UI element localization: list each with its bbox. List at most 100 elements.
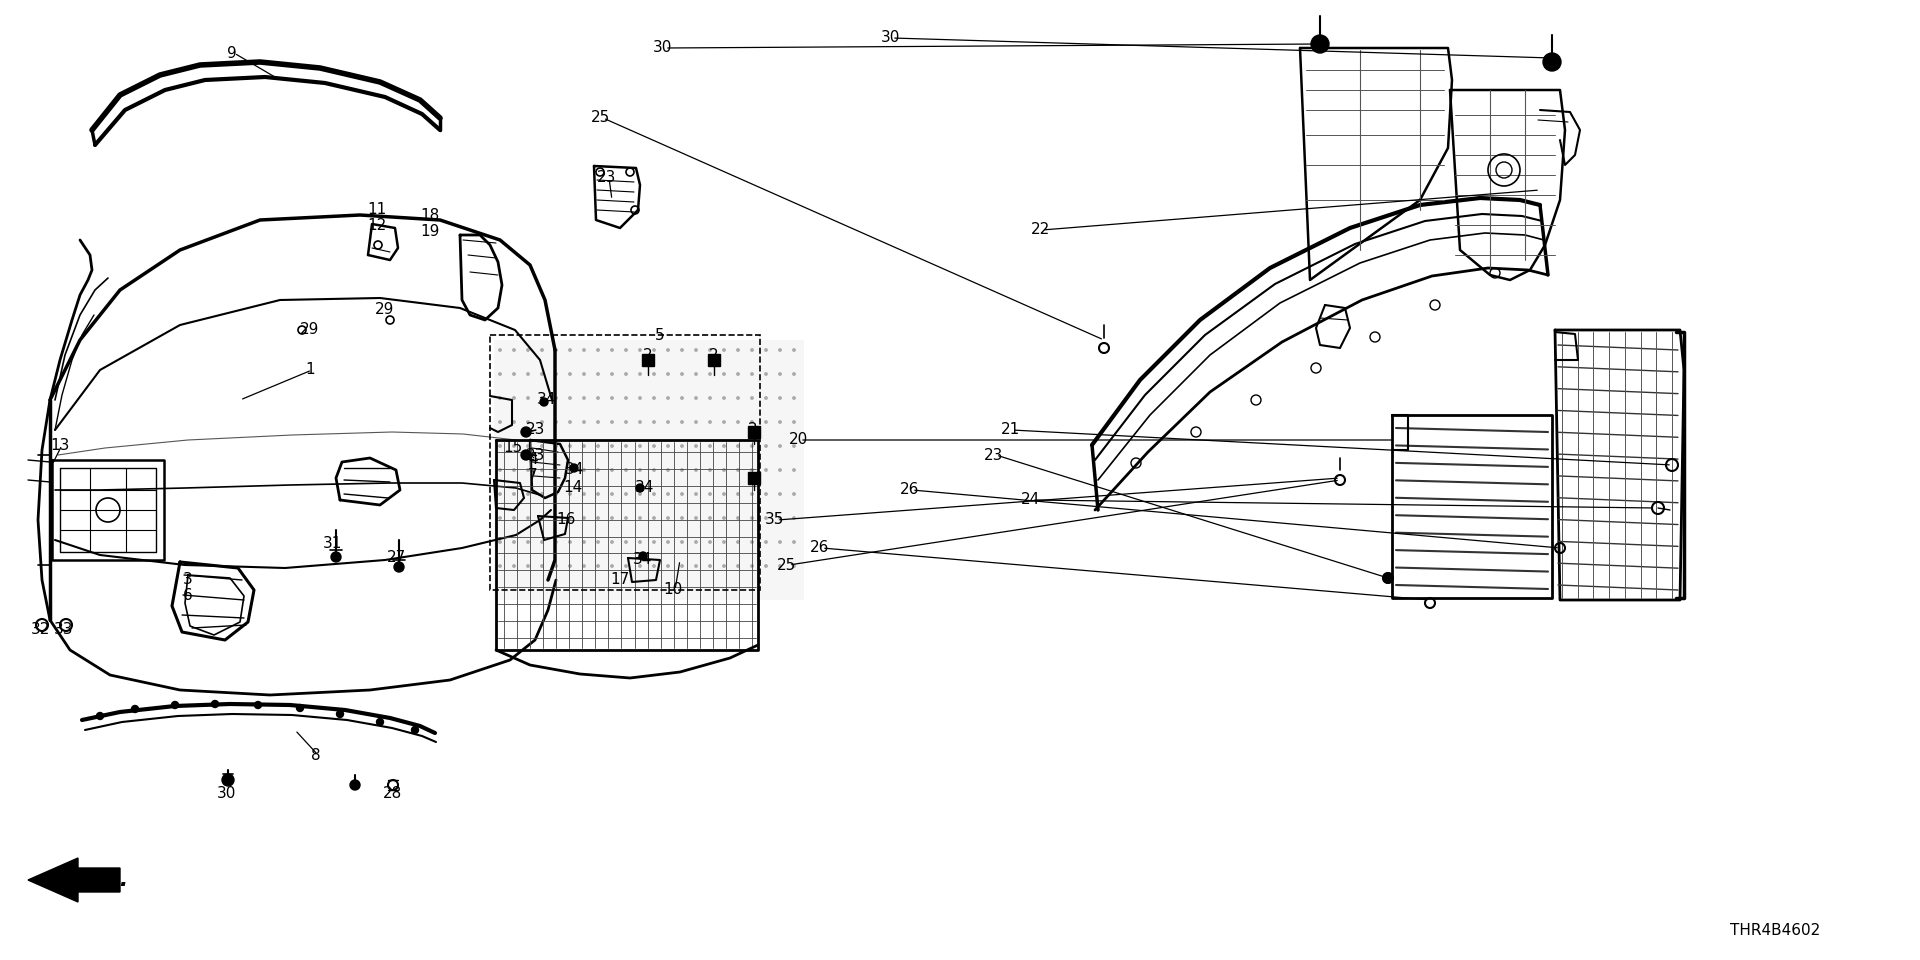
Circle shape xyxy=(394,562,403,572)
Circle shape xyxy=(513,372,515,375)
Circle shape xyxy=(737,564,739,567)
Circle shape xyxy=(611,468,612,471)
Circle shape xyxy=(568,564,572,567)
Circle shape xyxy=(541,372,543,375)
Circle shape xyxy=(376,718,384,726)
Circle shape xyxy=(737,372,739,375)
Text: 34: 34 xyxy=(634,481,653,495)
Circle shape xyxy=(764,348,768,351)
Circle shape xyxy=(499,492,501,495)
Circle shape xyxy=(584,492,586,495)
Text: 23: 23 xyxy=(526,422,545,438)
Text: 2: 2 xyxy=(749,422,758,438)
Circle shape xyxy=(624,444,628,447)
Circle shape xyxy=(793,564,795,567)
Circle shape xyxy=(131,706,138,712)
Circle shape xyxy=(555,444,557,447)
Circle shape xyxy=(695,420,697,423)
Text: 30: 30 xyxy=(653,40,672,56)
Circle shape xyxy=(639,444,641,447)
Circle shape xyxy=(568,468,572,471)
Circle shape xyxy=(568,396,572,399)
Circle shape xyxy=(624,348,628,351)
Circle shape xyxy=(513,468,515,471)
Circle shape xyxy=(597,468,599,471)
Circle shape xyxy=(499,540,501,543)
Circle shape xyxy=(682,564,684,567)
Circle shape xyxy=(526,444,530,447)
Circle shape xyxy=(737,468,739,471)
Circle shape xyxy=(666,540,670,543)
Text: 9: 9 xyxy=(227,45,236,60)
Circle shape xyxy=(513,516,515,519)
Circle shape xyxy=(611,516,612,519)
Circle shape xyxy=(499,372,501,375)
Text: 33: 33 xyxy=(54,622,73,637)
Circle shape xyxy=(584,348,586,351)
Circle shape xyxy=(555,372,557,375)
Circle shape xyxy=(526,420,530,423)
Circle shape xyxy=(624,564,628,567)
Circle shape xyxy=(653,540,655,543)
Circle shape xyxy=(751,444,753,447)
Circle shape xyxy=(708,468,710,471)
Circle shape xyxy=(793,516,795,519)
Circle shape xyxy=(751,348,753,351)
Circle shape xyxy=(541,540,543,543)
Circle shape xyxy=(722,444,726,447)
Circle shape xyxy=(513,420,515,423)
Text: 22: 22 xyxy=(1031,223,1050,237)
Circle shape xyxy=(695,372,697,375)
Circle shape xyxy=(541,420,543,423)
Text: 31: 31 xyxy=(323,536,342,550)
Circle shape xyxy=(653,420,655,423)
Text: 20: 20 xyxy=(789,433,808,447)
Circle shape xyxy=(764,468,768,471)
Circle shape xyxy=(330,552,342,562)
Circle shape xyxy=(526,396,530,399)
Text: 26: 26 xyxy=(900,483,920,497)
Text: 8: 8 xyxy=(311,748,321,762)
Circle shape xyxy=(540,398,547,406)
Circle shape xyxy=(695,540,697,543)
Circle shape xyxy=(520,450,532,460)
Circle shape xyxy=(653,468,655,471)
Circle shape xyxy=(639,516,641,519)
Circle shape xyxy=(682,348,684,351)
Circle shape xyxy=(653,348,655,351)
Circle shape xyxy=(597,564,599,567)
Text: 2: 2 xyxy=(749,472,758,488)
Circle shape xyxy=(597,516,599,519)
Circle shape xyxy=(639,396,641,399)
Circle shape xyxy=(520,427,532,437)
Circle shape xyxy=(666,396,670,399)
Circle shape xyxy=(708,492,710,495)
Circle shape xyxy=(639,468,641,471)
Circle shape xyxy=(751,540,753,543)
Circle shape xyxy=(737,444,739,447)
Circle shape xyxy=(499,420,501,423)
Text: 27: 27 xyxy=(386,549,405,564)
Circle shape xyxy=(737,492,739,495)
Circle shape xyxy=(636,484,643,492)
Circle shape xyxy=(666,516,670,519)
Circle shape xyxy=(171,702,179,708)
Text: 2: 2 xyxy=(643,348,653,363)
Text: 29: 29 xyxy=(300,323,321,338)
Text: 10: 10 xyxy=(664,583,684,597)
Circle shape xyxy=(780,468,781,471)
Circle shape xyxy=(584,444,586,447)
Circle shape xyxy=(737,396,739,399)
Circle shape xyxy=(526,540,530,543)
Text: 25: 25 xyxy=(591,110,611,126)
Circle shape xyxy=(722,372,726,375)
Circle shape xyxy=(336,710,344,717)
Circle shape xyxy=(666,564,670,567)
Circle shape xyxy=(555,420,557,423)
Text: 26: 26 xyxy=(810,540,829,556)
Circle shape xyxy=(513,492,515,495)
Circle shape xyxy=(597,420,599,423)
Circle shape xyxy=(708,348,710,351)
Circle shape xyxy=(780,540,781,543)
Circle shape xyxy=(793,468,795,471)
